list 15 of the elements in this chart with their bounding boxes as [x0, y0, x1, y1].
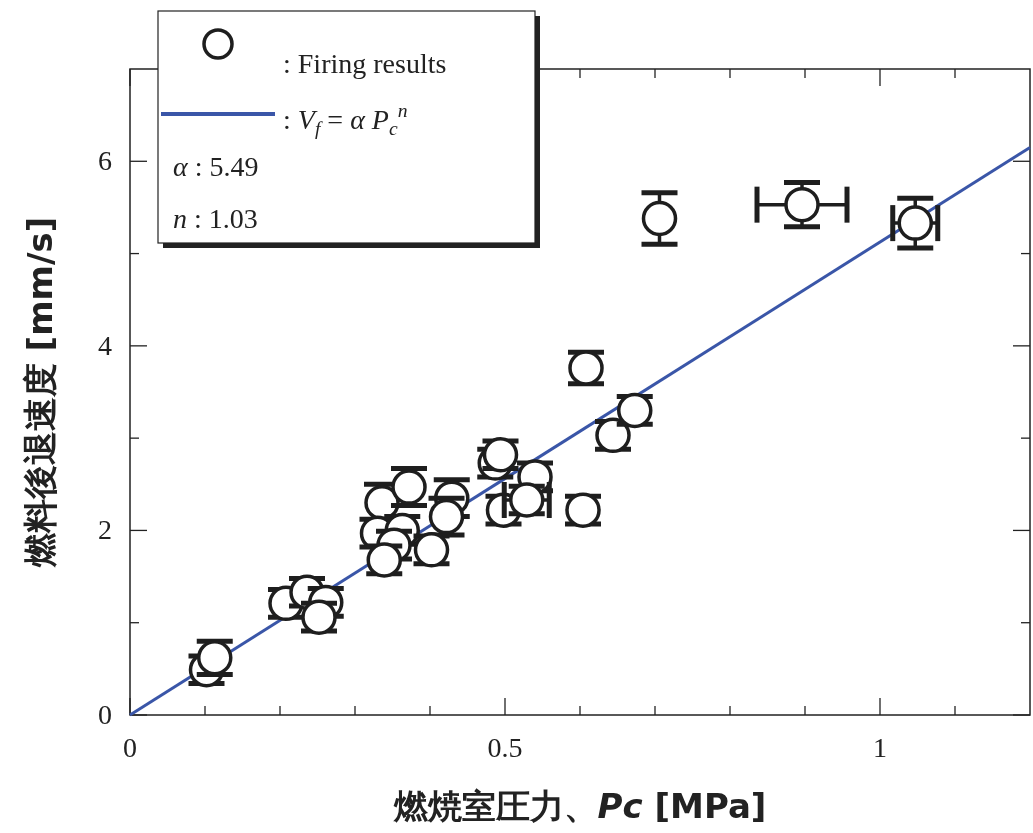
- y-tick-label: 0: [98, 699, 112, 730]
- annotation: n : 1.03: [173, 203, 258, 234]
- x-axis-title: 燃焼室圧力、Pc [MPa]: [392, 786, 767, 826]
- x-tick-label: 0.5: [487, 732, 523, 763]
- y-tick-label: 2: [98, 514, 112, 546]
- y-tick-label: 6: [98, 145, 112, 177]
- point: [897, 205, 933, 241]
- annotation: α : 5.49: [173, 151, 259, 182]
- y-tick-label: 4: [98, 329, 112, 361]
- y-axis-title: 燃料後退速度 [mm/s]: [20, 216, 60, 569]
- legend-label: : Firing results: [283, 48, 447, 79]
- x-tick-label: 1: [873, 732, 887, 763]
- x-tick-label: 0: [123, 732, 137, 763]
- point: [641, 200, 678, 237]
- point: [784, 186, 820, 223]
